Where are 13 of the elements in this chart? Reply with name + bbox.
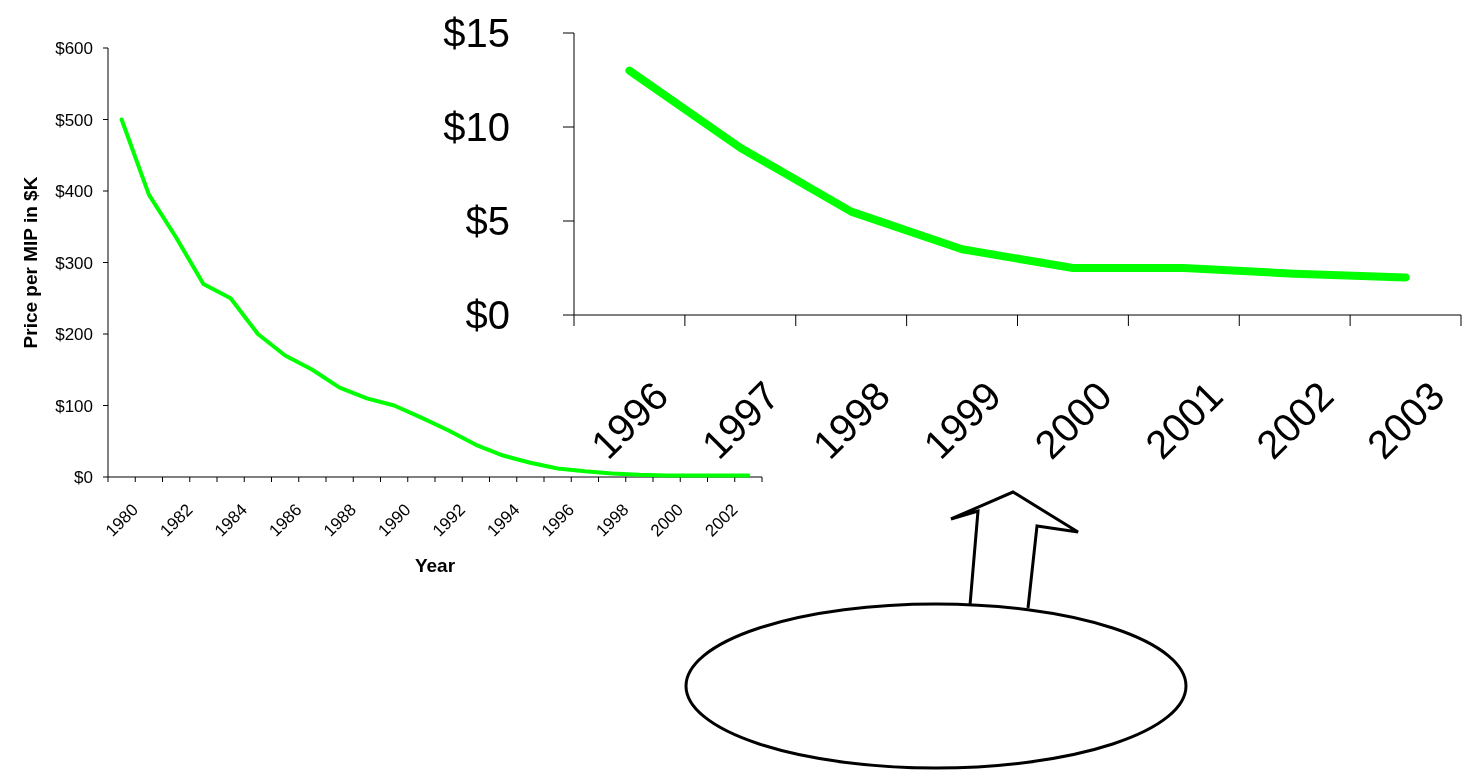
y-tick-label: $600: [55, 38, 93, 58]
y-tick-label: $300: [55, 253, 93, 272]
y-tick-label: $0: [465, 293, 510, 337]
y-tick-label: $100: [55, 396, 93, 415]
y-tick-label: $5: [465, 199, 510, 243]
y-tick-label: $400: [55, 181, 93, 201]
x-axis-title: Year: [414, 555, 456, 576]
y-tick-label: $500: [55, 110, 93, 129]
y-tick-label: $10: [443, 105, 510, 149]
y-axis-title: Price per MIP in $K: [19, 176, 41, 349]
y-tick-label: $200: [55, 324, 93, 344]
y-tick-label: $15: [443, 11, 510, 55]
y-tick-label: $0: [74, 467, 93, 487]
